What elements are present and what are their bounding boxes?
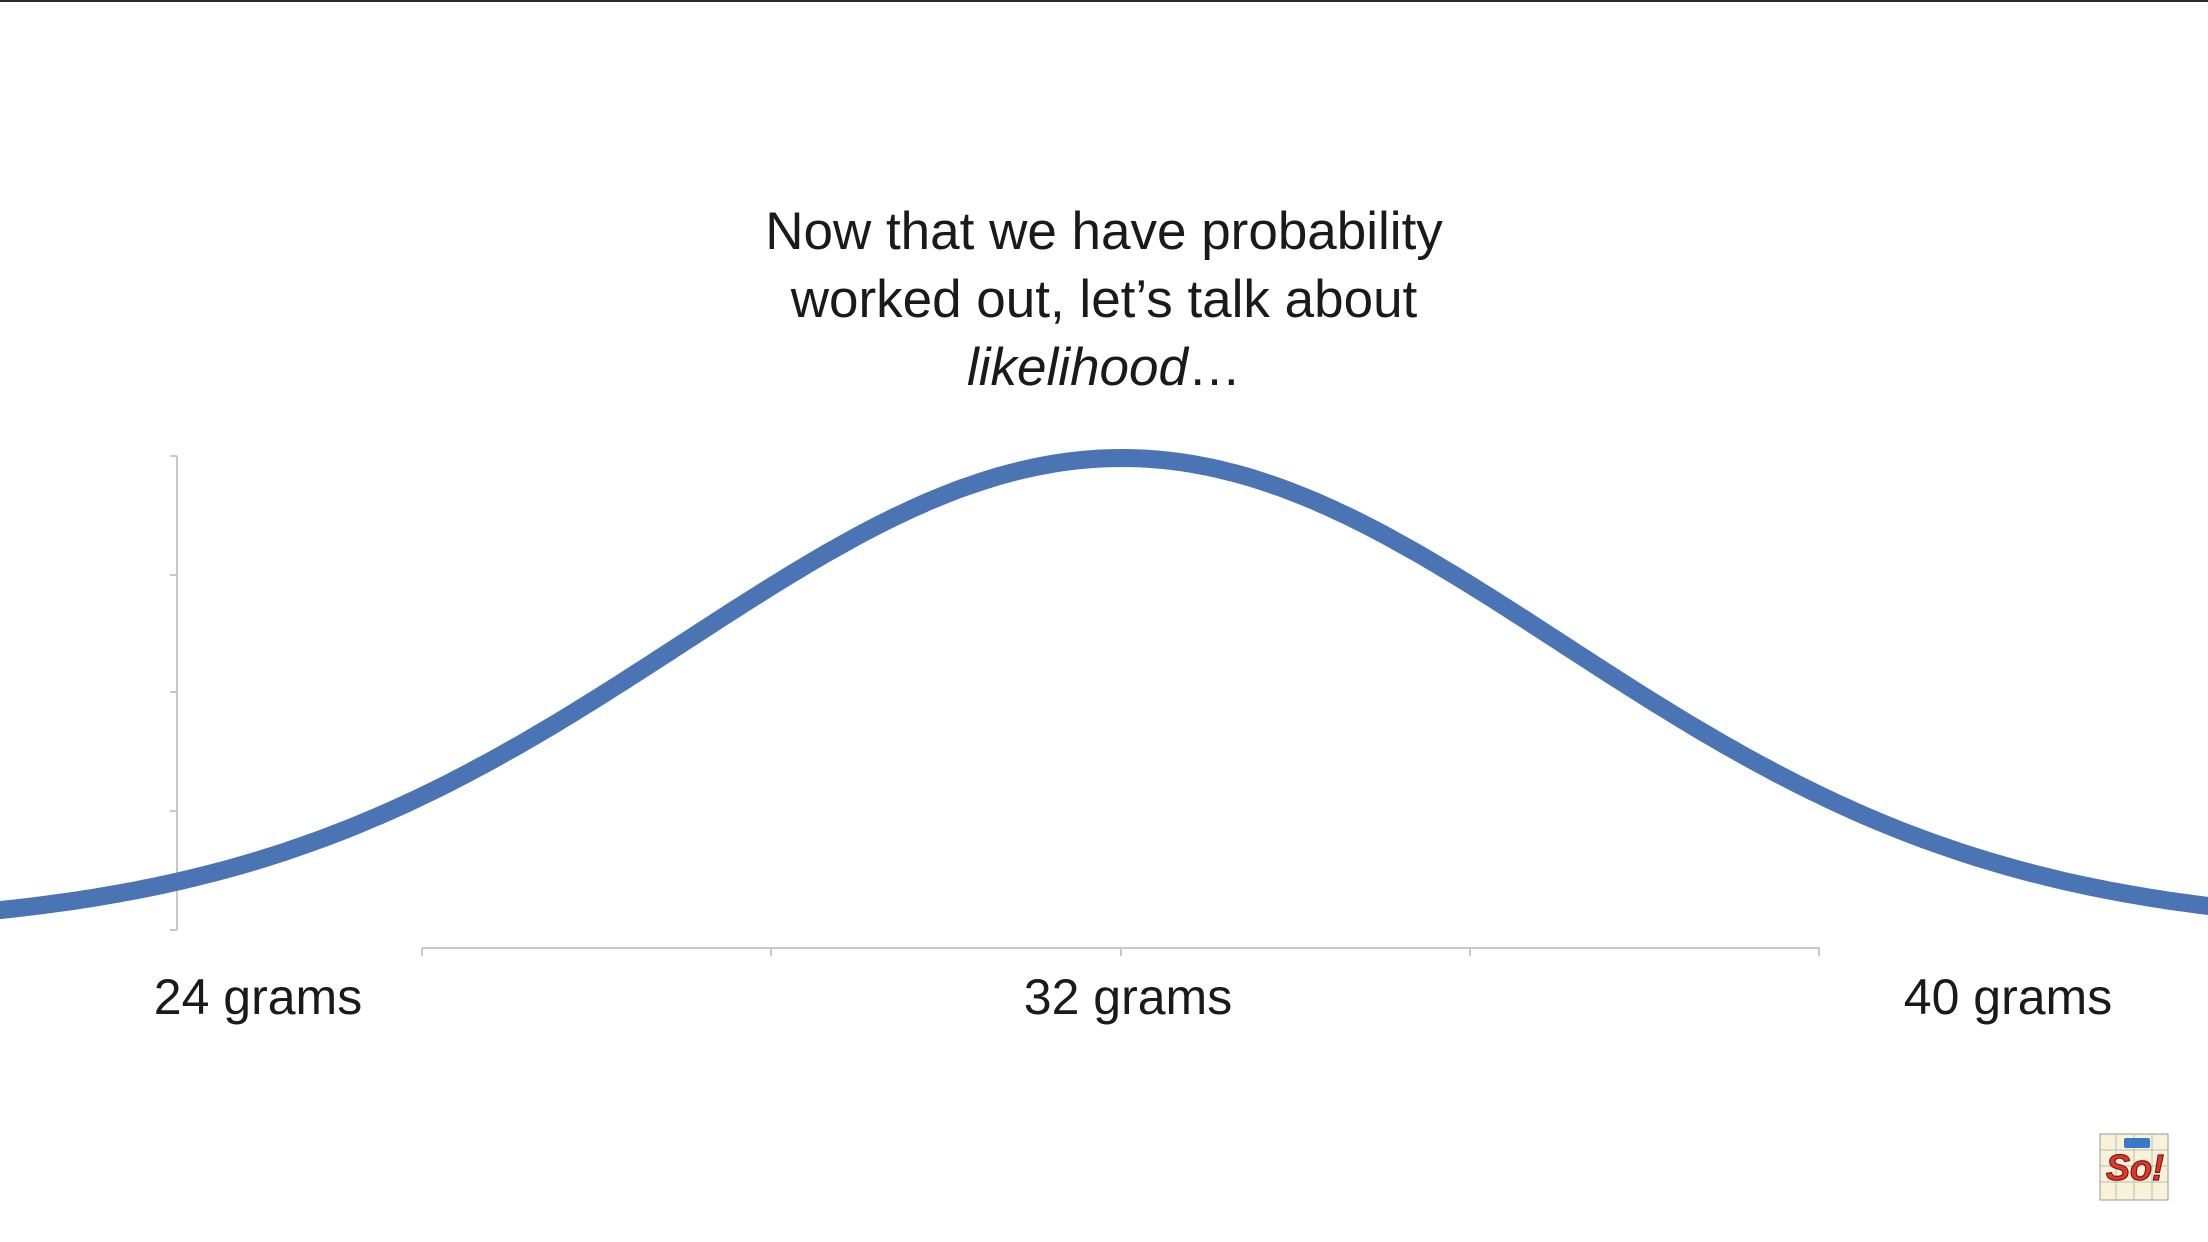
heading-line-2: worked out, let’s talk about [790,270,1418,329]
x-tick-label-40: 40 grams [1904,969,2112,1025]
heading-line-3: likelihood… [0,334,2208,402]
heading-ellipsis: … [1187,338,1241,397]
x-tick-label-32: 32 grams [1024,969,1232,1025]
heading-line-1: Now that we have probability [765,202,1443,261]
top-border [0,0,2208,2]
x-tick-label-24: 24 grams [154,969,362,1025]
x-tick-labels: 24 grams 32 grams 40 grams [154,969,2112,1025]
logo: So! [2099,1133,2169,1201]
density-curve [0,449,2208,920]
y-axis [170,455,178,931]
heading-emphasis: likelihood [967,338,1188,397]
x-axis [421,947,1820,956]
slide-heading: Now that we have probability worked out,… [0,198,2208,402]
logo-text: So! [2106,1147,2164,1188]
